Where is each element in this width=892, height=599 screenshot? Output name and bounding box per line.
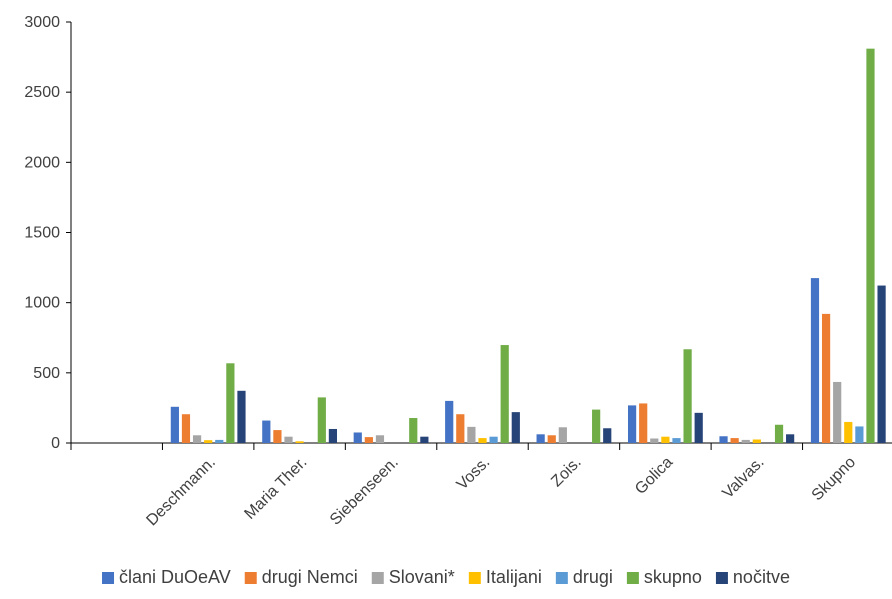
bar <box>489 436 498 443</box>
bar <box>592 409 601 443</box>
legend-item: nočitve <box>715 567 790 587</box>
legend: člani DuOeAV drugi Nemci Slovani* Italijani… <box>102 567 790 587</box>
x-tick-label: Golica <box>632 454 676 498</box>
y-tick-label: 1000 <box>24 295 60 312</box>
y-tick-label: 1500 <box>24 225 60 242</box>
x-axis <box>70 442 892 450</box>
bar <box>547 435 556 443</box>
y-axis: 0 500 1000 1500 2000 2500 3000 <box>24 14 72 452</box>
bar <box>478 438 487 443</box>
bar <box>295 441 304 443</box>
bar <box>284 436 293 443</box>
bar <box>215 439 224 443</box>
legend-item: Italijani <box>468 567 542 587</box>
legend-item: drugi Nemci <box>244 567 358 587</box>
bar <box>786 434 795 443</box>
bar <box>204 440 213 443</box>
legend-label: Slovani* <box>389 567 455 587</box>
bar <box>511 412 520 443</box>
y-tick-label: 500 <box>33 365 60 382</box>
legend-swatch <box>371 572 384 584</box>
x-tick-label: Skupno <box>809 454 859 504</box>
bar <box>467 426 476 443</box>
y-tick-label: 3000 <box>24 14 60 31</box>
x-tick-label: Voss. <box>454 454 494 494</box>
bars <box>170 48 886 443</box>
bar <box>456 414 465 443</box>
bar <box>192 435 202 443</box>
legend-item: člani DuOeAV <box>102 567 231 587</box>
bar <box>226 363 235 443</box>
bar <box>500 345 509 443</box>
legend-label: drugi Nemci <box>262 567 358 587</box>
category-labels: Deschmann. Maria Ther. Siebenseen. Voss. Zoi… <box>143 454 859 530</box>
legend-swatch <box>555 572 568 584</box>
bar <box>683 349 692 443</box>
x-tick-label: Maria Ther. <box>241 454 310 523</box>
bar <box>661 436 670 443</box>
bar <box>375 435 385 443</box>
bar <box>694 412 703 443</box>
bar <box>420 436 429 443</box>
legend-label: skupno <box>644 567 702 587</box>
bar <box>855 426 864 443</box>
bar <box>730 438 739 443</box>
bar <box>877 285 886 443</box>
legend-label: Italijani <box>486 567 542 587</box>
bar <box>353 432 362 443</box>
legend-label: nočitve <box>733 567 790 587</box>
bar <box>409 418 418 443</box>
bar <box>844 421 853 443</box>
bar <box>627 405 637 443</box>
x-tick-label: Deschmann. <box>143 454 219 530</box>
legend-swatch <box>468 572 481 584</box>
bar <box>866 48 875 443</box>
bar <box>262 420 271 443</box>
bar <box>273 430 282 443</box>
bar <box>810 278 820 443</box>
legend-item: skupno <box>626 567 702 587</box>
x-tick-label: Valvas. <box>719 454 767 502</box>
bar <box>672 438 681 443</box>
x-tick-label: Zois. <box>548 454 585 491</box>
bar <box>445 400 454 443</box>
bar <box>558 427 567 443</box>
bar <box>603 428 612 443</box>
bar <box>364 437 373 443</box>
bar <box>317 397 326 443</box>
bar <box>536 434 545 443</box>
legend-label: drugi <box>573 567 613 587</box>
legend-item: drugi <box>555 567 613 587</box>
legend-swatch <box>102 572 115 584</box>
x-tick-label: Siebenseen. <box>327 454 402 529</box>
y-tick-label: 2000 <box>24 154 60 171</box>
bar <box>170 406 179 443</box>
bar <box>774 424 784 443</box>
bar <box>821 313 831 443</box>
y-tick-label: 0 <box>51 435 60 452</box>
bar <box>237 390 246 443</box>
bar <box>752 439 761 443</box>
y-tick-label: 2500 <box>24 84 60 101</box>
bar <box>650 438 659 443</box>
bar <box>719 436 728 443</box>
legend-swatch <box>244 572 257 584</box>
bar <box>741 439 750 443</box>
bar <box>181 414 191 443</box>
legend-swatch <box>715 572 728 584</box>
bar <box>639 403 648 443</box>
legend-swatch <box>626 572 639 584</box>
legend-item: Slovani* <box>371 567 455 587</box>
legend-label: člani DuOeAV <box>119 567 231 587</box>
bar <box>328 428 338 443</box>
bar <box>833 381 842 443</box>
